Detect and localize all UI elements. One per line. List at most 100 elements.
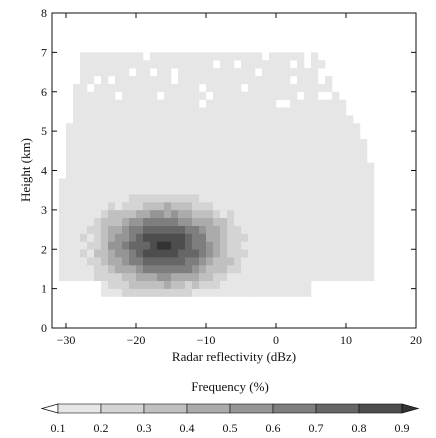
heatmap-cell [311, 154, 319, 163]
heatmap-cell [73, 249, 81, 258]
heatmap-cell [297, 233, 305, 242]
heatmap-cell [283, 52, 291, 61]
heatmap-cell [136, 280, 144, 289]
heatmap-cell [283, 83, 291, 93]
heatmap-cell [318, 139, 326, 148]
heatmap-cell [115, 265, 123, 274]
heatmap-cell [115, 146, 123, 156]
heatmap-cell [136, 217, 144, 226]
heatmap-cell [332, 241, 340, 250]
heatmap-cell [199, 233, 207, 242]
heatmap-cell [101, 178, 109, 187]
heatmap-cell [178, 76, 186, 85]
heatmap-cell [276, 68, 284, 77]
heatmap-cell [164, 131, 172, 140]
heatmap-cell [122, 146, 130, 156]
heatmap-cell [108, 202, 116, 211]
heatmap-cell [185, 162, 193, 171]
heatmap-cell [276, 225, 284, 234]
heatmap-cell [164, 162, 172, 171]
heatmap-cell [360, 241, 368, 250]
heatmap-cell [227, 186, 235, 195]
heatmap-cell [129, 170, 137, 179]
heatmap-cell [157, 99, 165, 108]
heatmap-cell [325, 272, 333, 282]
heatmap-cell [115, 123, 123, 132]
heatmap-cell [192, 217, 200, 226]
heatmap-cell [248, 288, 256, 297]
heatmap-cell [129, 249, 137, 258]
heatmap-cell [339, 225, 347, 234]
heatmap-cell [136, 265, 144, 274]
heatmap-cell [206, 83, 214, 93]
heatmap-cell [185, 249, 193, 258]
heatmap-cell [220, 52, 228, 61]
heatmap-cell [178, 123, 186, 132]
heatmap-cell [94, 146, 102, 156]
heatmap-cell [115, 178, 123, 187]
heatmap-cell [304, 107, 312, 116]
heatmap-cell [297, 265, 305, 274]
heatmap-cell [73, 272, 81, 282]
heatmap-cell [304, 123, 312, 132]
heatmap-cell [255, 52, 263, 61]
heatmap-cell [73, 139, 81, 148]
heatmap-cell [304, 178, 312, 187]
heatmap-cell [206, 233, 214, 242]
heatmap-cell [171, 131, 179, 140]
heatmap-cell [59, 178, 67, 187]
heatmap-cell [129, 99, 137, 108]
heatmap-cell [311, 170, 319, 179]
heatmap-cell [206, 146, 214, 156]
heatmap-cell [192, 209, 200, 219]
heatmap-cell [283, 154, 291, 163]
heatmap-cell [269, 139, 277, 148]
heatmap-cell [318, 170, 326, 179]
heatmap-cell [199, 186, 207, 195]
heatmap-cell [360, 272, 368, 282]
colorbar-segment [358, 403, 403, 414]
heatmap-cell [318, 146, 326, 156]
heatmap-cell [325, 209, 333, 219]
heatmap-cell [129, 76, 137, 85]
heatmap-cell [108, 52, 116, 61]
heatmap-cell [150, 186, 158, 195]
heatmap-cell [143, 280, 151, 289]
heatmap-cell [73, 257, 81, 266]
heatmap-cell [206, 288, 214, 297]
heatmap-cell [213, 76, 221, 85]
heatmap-cell [325, 76, 333, 85]
heatmap-cell [290, 209, 298, 219]
heatmap-cell [80, 162, 88, 171]
heatmap-cell [360, 154, 368, 163]
heatmap-cell [108, 99, 116, 108]
heatmap-cell [227, 178, 235, 187]
heatmap-cell [262, 280, 270, 289]
heatmap-cell [199, 146, 207, 156]
x-tick-label: −10 [197, 333, 216, 347]
heatmap-cell [234, 107, 242, 116]
heatmap-cell [101, 91, 109, 100]
heatmap-cell [101, 272, 109, 282]
heatmap-cell [241, 233, 249, 242]
heatmap-cell [164, 217, 172, 226]
heatmap-cell [66, 146, 74, 156]
heatmap-cell [283, 265, 291, 274]
heatmap-cell [234, 280, 242, 289]
heatmap-cell [150, 178, 158, 187]
heatmap-cell [178, 99, 186, 108]
heatmap-cell [178, 186, 186, 195]
heatmap-cell [318, 186, 326, 195]
heatmap-cell [325, 162, 333, 171]
heatmap-cell [178, 217, 186, 226]
heatmap-cell [136, 194, 144, 203]
heatmap-cell [262, 60, 270, 69]
heatmap-cell [129, 217, 137, 226]
heatmap-cell [192, 139, 200, 148]
heatmap-cell [304, 170, 312, 179]
heatmap-cell [143, 209, 151, 219]
heatmap-cell [59, 225, 67, 234]
heatmap-cell [262, 170, 270, 179]
heatmap-cell [87, 265, 95, 274]
heatmap-cell [66, 217, 74, 226]
